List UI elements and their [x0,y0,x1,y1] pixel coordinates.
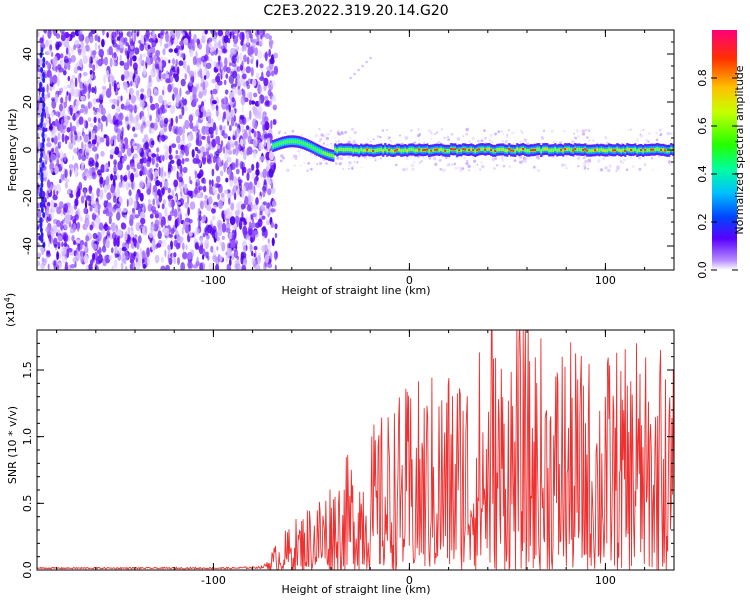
snr-plot-area [37,330,674,570]
colorbar-tick-label: 0.2 [696,213,709,231]
colorbar-tick-label: 0.4 [696,165,709,183]
colorbar-tick-label: 0.8 [696,69,709,87]
spectrogram-y-tick-label: 40 [21,47,34,61]
spectrogram-x-tick-label: 0 [406,274,413,287]
snr-series-line [37,330,674,570]
snr-x-tick-label: 100 [595,574,616,587]
spectrogram-x-ticks: -100 0 100 [56,30,646,287]
snr-x-tick-label: -100 [201,574,226,587]
spectrogram-y-tick-label: -40 [21,237,34,255]
spectrogram-y-tick-label: -20 [21,189,34,207]
figure-title: C2E3.2022.319.20.14.G20 [263,3,448,19]
spectrogram-y-tick-label: 20 [21,95,34,109]
colorbar-label: Normalized spectral amplitude [733,65,746,234]
spectrogram-y-tick-label: 0 [21,147,34,154]
snr-y-tick-label: 0.5 [21,495,34,513]
snr-panel: -100 0 100 0.0 0.5 1.0 1.5 Height of straight… [3,293,675,596]
snr-x-tick-label: 0 [406,574,413,587]
snr-y-ticks: 0.0 0.5 1.0 1.5 [21,329,674,579]
spectrogram-y-ticks: -40 -20 0 20 40 [21,29,674,271]
spectrogram-x-tick-label: 100 [595,274,616,287]
spectrogram-cells [37,30,674,270]
spectrogram-plot-area [37,30,674,270]
spectrogram-y-label: Frequency (Hz) [6,109,19,192]
snr-x-ticks: -100 0 100 [56,330,646,587]
snr-y-tick-label: 0.0 [21,561,34,579]
snr-y-label: SNR (10 * v/v) [6,406,19,484]
snr-multiplier: (x104) [3,293,17,327]
colorbar-ticks: 0.0 0.2 0.4 0.6 0.8 [696,69,738,279]
spectrogram-panel: -100 0 100 -40 -20 0 20 40 Height of straight … [6,29,675,297]
colorbar: 0.0 0.2 0.4 0.6 0.8 Normalized spectral ampl… [696,30,746,279]
colorbar-tick-label: 0.6 [696,117,709,135]
colorbar-tick-label: 0.0 [696,261,709,279]
snr-x-label: Height of straight line (km) [281,583,430,596]
spectrogram-x-label: Height of straight line (km) [281,284,430,297]
spectrogram-x-tick-label: -100 [201,274,226,287]
colorbar-gradient [712,30,737,270]
snr-y-tick-label: 1.5 [21,361,34,379]
snr-y-tick-label: 1.0 [21,428,34,446]
